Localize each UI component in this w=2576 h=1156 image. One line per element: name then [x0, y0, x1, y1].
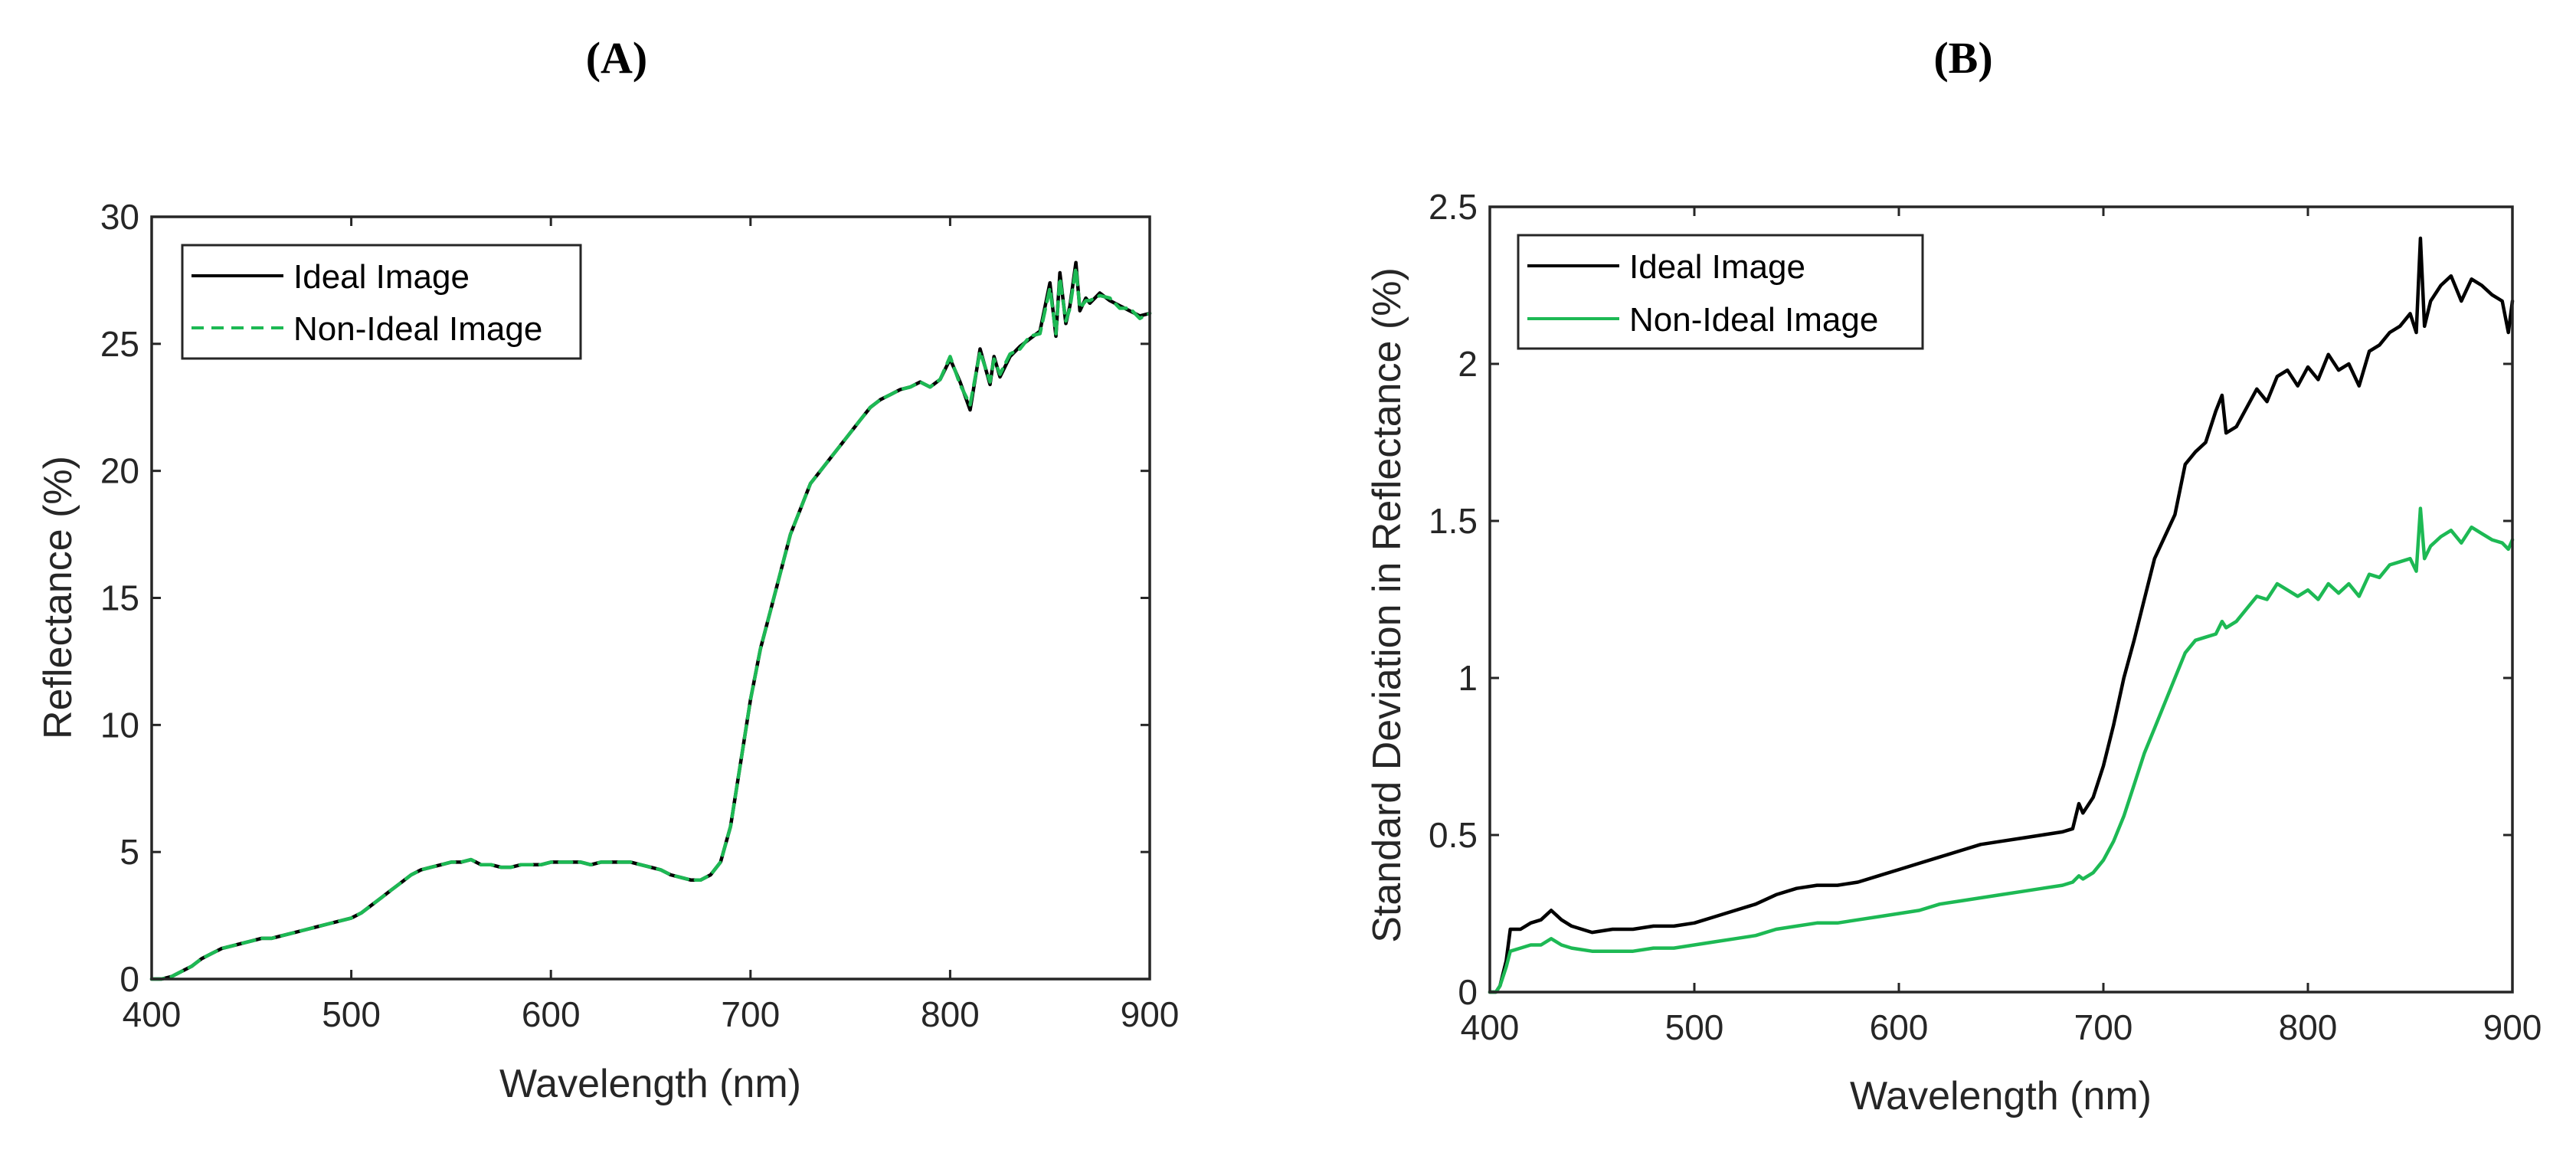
y-tick-label-b: 1.5 — [1429, 501, 1478, 541]
x-tick-label-b: 600 — [1870, 1007, 1929, 1047]
series-line-nonideal-a — [149, 266, 1152, 981]
x-tick-label-b: 400 — [1461, 1007, 1520, 1047]
x-tick-label-a: 400 — [123, 994, 182, 1034]
x-tick-label-a: 700 — [721, 994, 780, 1034]
panel-label-a: (A) — [586, 33, 648, 83]
y-tick-label-b: 0.5 — [1429, 815, 1478, 855]
y-tick-label-a: 30 — [100, 197, 139, 237]
x-axis-label-b: Wavelength (nm) — [1850, 1074, 2152, 1118]
legend-label-ideal-a: Ideal Image — [293, 258, 470, 296]
chart-panel-b: (B) 400 500 600 700 800 900 0 0.5 1 1.5 2 2.5 Wavel… — [1365, 33, 2542, 1118]
panel-label-b: (B) — [1933, 33, 1992, 83]
series-line-nonideal-b — [1488, 506, 2515, 994]
plot-frame-b — [1488, 205, 2514, 994]
y-tick-label-a: 5 — [119, 832, 139, 872]
legend-box-a — [181, 244, 582, 360]
y-tick-label-a: 0 — [119, 959, 139, 999]
legend-a: Ideal Image Non-Ideal Image — [181, 244, 582, 360]
y-tick-label-a: 15 — [100, 578, 139, 618]
legend-box-b — [1517, 234, 1924, 350]
y-tick-label-b: 0 — [1458, 972, 1478, 1012]
y-axis-label-a: Reflectance (%) — [36, 456, 80, 739]
x-tick-label-b: 700 — [2074, 1007, 2133, 1047]
legend-label-nonideal-b: Non-Ideal Image — [1629, 301, 1878, 339]
x-tick-label-a: 900 — [1121, 994, 1180, 1034]
y-tick-label-b: 2.5 — [1429, 187, 1478, 227]
legend-b: Ideal Image Non-Ideal Image — [1517, 234, 1924, 350]
y-tick-label-b: 2 — [1458, 344, 1478, 384]
legend-label-nonideal-a: Non-Ideal Image — [293, 310, 542, 348]
chart-panel-a: (A) 400 500 600 700 800 900 0 5 10 15 20 25 30 Wavel… — [36, 33, 1179, 1106]
y-tick-label-a: 10 — [100, 705, 139, 745]
series-line-ideal-b — [1488, 236, 2515, 994]
x-tick-label-a: 500 — [322, 994, 381, 1034]
legend-label-ideal-b: Ideal Image — [1629, 248, 1805, 286]
y-tick-label-b: 1 — [1458, 658, 1478, 698]
x-tick-label-b: 500 — [1665, 1007, 1724, 1047]
y-tick-label-a: 25 — [100, 324, 139, 364]
x-tick-label-a: 600 — [522, 994, 581, 1034]
x-axis-label-a: Wavelength (nm) — [499, 1062, 801, 1106]
x-tick-label-b: 900 — [2483, 1007, 2542, 1047]
y-tick-label-a: 20 — [100, 451, 139, 491]
x-tick-label-a: 800 — [921, 994, 980, 1034]
x-tick-label-b: 800 — [2279, 1007, 2338, 1047]
y-axis-label-b: Standard Deviation in Reflectance (%) — [1365, 267, 1409, 943]
